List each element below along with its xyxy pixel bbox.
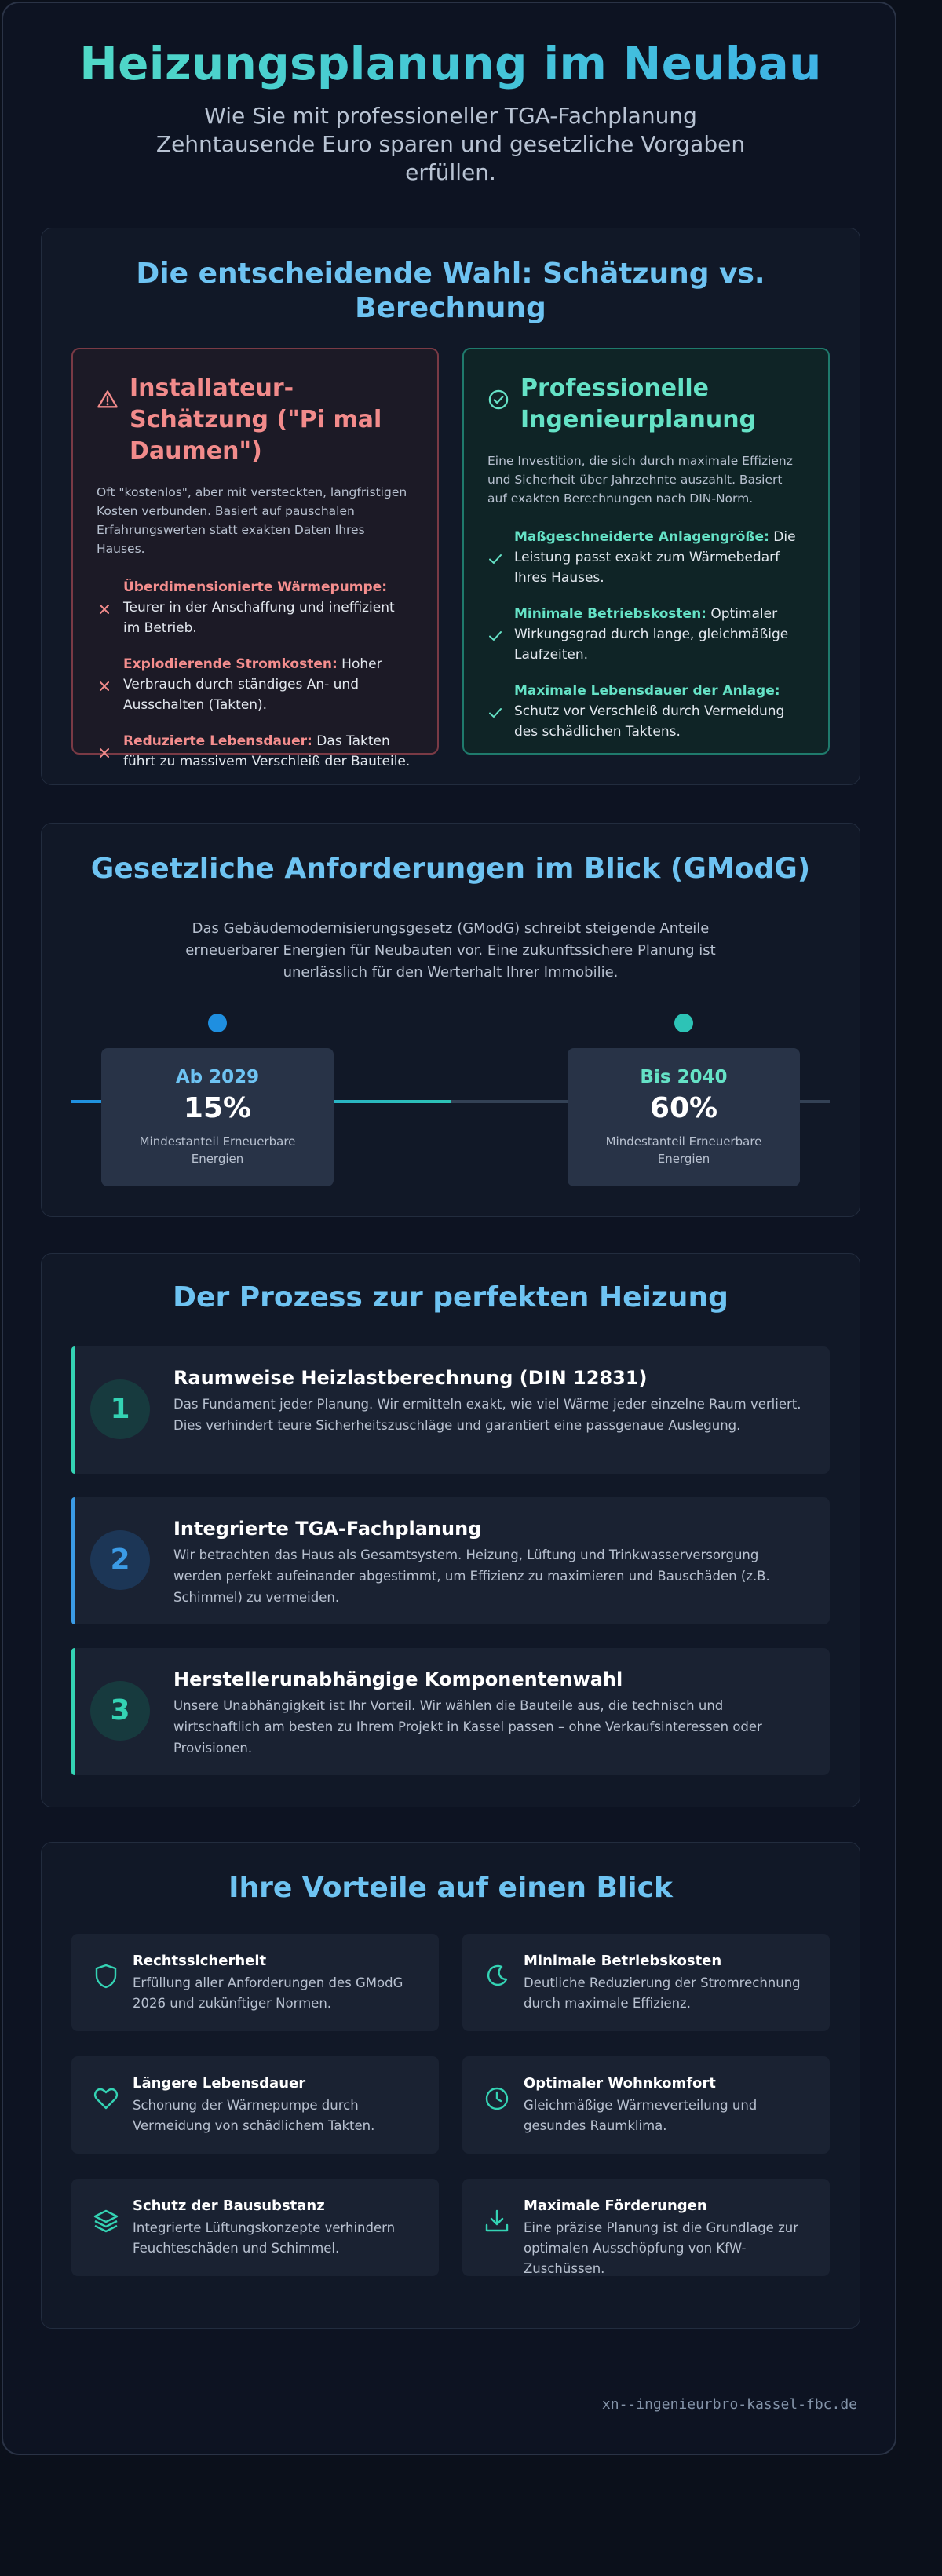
- benefit-item: Längere Lebensdauer Schonung der Wärmepum…: [71, 2056, 439, 2154]
- benefit-item: Minimale Betriebskosten Deutliche Reduzie…: [462, 1934, 830, 2031]
- shield-icon: [95, 1964, 117, 1989]
- benefit-title: Schutz der Bausubstanz: [133, 2198, 325, 2214]
- engineering-description: Eine Investition, die sich durch maximal…: [487, 454, 793, 506]
- comparison-item-text: Das Takten führt zu massivem Verschleiß …: [123, 733, 411, 769]
- check-icon: [489, 708, 502, 718]
- gmodg-intro: Das Gebäudemodernisierungsgesetz (GModG)…: [185, 920, 716, 981]
- warning-icon: [97, 390, 118, 408]
- engineering-panel: Professionelle Ingenieurplanung Eine Inv…: [462, 348, 830, 755]
- comparison-item-title: Maßgeschneiderte Anlagengröße:: [514, 529, 769, 545]
- comparison-item-text: Die Leistung passt exakt zum Wärmebedarf…: [514, 529, 796, 586]
- footer-domain: xn--ingenieurbro-kassel-fbc.de: [601, 2396, 857, 2413]
- step-text: Das Fundament jeder Planung. Wir ermitte…: [173, 1397, 801, 1433]
- timeline-dot-2040: [674, 1014, 693, 1032]
- x-icon: [100, 681, 109, 691]
- benefits-title: Ihre Vorteile auf einen Blick: [228, 1872, 673, 1904]
- estimate-heading: Installateur-Schätzung ("Pi mal Daumen"): [130, 375, 382, 465]
- page-title: Heizungsplanung im Neubau: [3, 35, 895, 93]
- infographic-frame: Heizungsplanung im Neubau Wie Sie mit pr…: [2, 2, 896, 2455]
- benefit-text: Schonung der Wärmepumpe durch Vermeidung…: [133, 2098, 375, 2133]
- comparison-item: Überdimensionierte Wärmepumpe: Teurer in…: [97, 577, 414, 638]
- comparison-item-title: Maximale Lebensdauer der Anlage:: [514, 683, 780, 699]
- engineering-heading: Professionelle Ingenieurplanung: [520, 375, 757, 433]
- milestone-value: 15%: [183, 1092, 252, 1124]
- x-icon: [100, 605, 109, 614]
- step-accent-bar: [71, 1497, 75, 1624]
- comparison-item: Explodierende Stromkosten: Hoher Verbrau…: [97, 654, 414, 715]
- moon-icon: [487, 1964, 508, 1986]
- milestone-year: Bis 2040: [640, 1067, 728, 1087]
- step-number: 3: [90, 1681, 150, 1741]
- comparison-item-title: Explodierende Stromkosten:: [123, 656, 338, 672]
- benefit-item: Optimaler Wohnkomfort Gleichmäßige Wärmev…: [462, 2056, 830, 2154]
- estimate-panel: Installateur-Schätzung ("Pi mal Daumen")…: [71, 348, 439, 769]
- benefit-text: Eine präzise Planung ist die Grundlage z…: [524, 2220, 798, 2276]
- comparison-item-text: Teurer in der Anschaffung und ineffizien…: [123, 600, 395, 636]
- process-title: Der Prozess zur perfekten Heizung: [173, 1281, 728, 1314]
- benefit-text: Integrierte Lüftungskonzepte verhindern …: [133, 2220, 396, 2256]
- benefit-item: Rechtssicherheit Erfüllung aller Anforder…: [71, 1934, 439, 2031]
- benefit-title: Längere Lebensdauer: [133, 2075, 306, 2092]
- heart-icon: [94, 2088, 118, 2110]
- comparison-item: Maßgeschneiderte Anlagengröße: Die Leist…: [487, 527, 805, 588]
- benefit-title: Rechtssicherheit: [133, 1953, 267, 1969]
- milestone-2040: Bis 2040 60% Mindestanteil Erneuerbare E…: [568, 1048, 800, 1186]
- hero: Heizungsplanung im Neubau Wie Sie mit pr…: [3, 35, 895, 187]
- check-circle-icon: [488, 389, 509, 410]
- comparison-item-title: Überdimensionierte Wärmepumpe:: [123, 579, 387, 595]
- gmodg-section: Gesetzliche Anforderungen im Blick (GMod…: [41, 823, 860, 1217]
- page-subtitle: Wie Sie mit professioneller TGA-Fachplan…: [155, 103, 746, 185]
- benefit-title: Optimaler Wohnkomfort: [524, 2075, 716, 2092]
- comparison-item-title: Reduzierte Lebensdauer:: [123, 733, 312, 749]
- comparison-item: Minimale Betriebskosten: Optimaler Wirku…: [487, 604, 805, 665]
- step-title: Herstellerunabhängige Komponentenwahl: [173, 1668, 623, 1690]
- benefit-item: Schutz der Bausubstanz Integrierte Lüftun…: [71, 2179, 439, 2276]
- engineering-list: Maßgeschneiderte Anlagengröße: Die Leist…: [487, 527, 805, 742]
- comparison-item-text: Optimaler Wirkungsgrad durch lange, glei…: [514, 606, 789, 663]
- milestone-label: Mindestanteil Erneuerbare Energien: [605, 1135, 762, 1166]
- x-icon: [100, 748, 109, 758]
- benefit-title: Minimale Betriebskosten: [524, 1953, 722, 1969]
- step-accent-bar: [71, 1648, 75, 1775]
- comparison-item-title: Minimale Betriebskosten:: [514, 606, 706, 622]
- benefit-text: Deutliche Reduzierung der Stromrechnung …: [524, 1975, 801, 2011]
- comparison-item-text: Hoher Verbrauch durch ständiges An- und …: [123, 656, 382, 713]
- step-number: 2: [90, 1530, 150, 1590]
- step-accent-bar: [71, 1346, 75, 1474]
- process-step: 2 Integrierte TGA-Fachplanung Wir betracht…: [71, 1497, 830, 1624]
- step-text: Wir betrachten das Haus als Gesamtsystem…: [173, 1547, 770, 1605]
- layers-icon: [93, 2209, 119, 2233]
- comparison-section: Die entscheidende Wahl: Schätzung vs. Be…: [41, 228, 860, 785]
- comparison-item-text: Schutz vor Verschleiß durch Vermeidung d…: [514, 703, 785, 740]
- process-step: 1 Raumweise Heizlastberechnung (DIN 12831…: [71, 1346, 830, 1474]
- step-title: Integrierte TGA-Fachplanung: [173, 1518, 482, 1540]
- clock-icon: [485, 2087, 509, 2110]
- gmodg-title: Gesetzliche Anforderungen im Blick (GMod…: [90, 853, 811, 885]
- estimate-description: Oft "kostenlos", aber mit versteckten, l…: [97, 485, 407, 556]
- check-icon: [489, 554, 502, 564]
- comparison-item: Reduzierte Lebensdauer: Das Takten führt…: [97, 731, 414, 772]
- process-section: Der Prozess zur perfekten Heizung 1 Raumw…: [41, 1253, 860, 1807]
- benefits-section: Ihre Vorteile auf einen Blick Rechtssich…: [41, 1842, 860, 2329]
- milestone-value: 60%: [649, 1092, 718, 1124]
- comparison-title: Die entscheidende Wahl: Schätzung vs. Be…: [136, 258, 765, 324]
- step-number: 1: [90, 1379, 150, 1439]
- check-icon: [489, 631, 502, 641]
- milestone-year: Ab 2029: [175, 1067, 260, 1087]
- step-title: Raumweise Heizlastberechnung (DIN 12831): [173, 1367, 648, 1389]
- milestone-label: Mindestanteil Erneuerbare Energien: [139, 1135, 296, 1166]
- process-step: 3 Herstellerunabhängige Komponentenwahl Un…: [71, 1648, 830, 1775]
- milestone-2029: Ab 2029 15% Mindestanteil Erneuerbare En…: [101, 1048, 334, 1186]
- estimate-list: Überdimensionierte Wärmepumpe: Teurer in…: [97, 577, 414, 772]
- step-text: Unsere Unabhängigkeit ist Ihr Vorteil. W…: [173, 1698, 762, 1756]
- benefit-text: Gleichmäßige Wärmeverteilung und gesunde…: [524, 2098, 758, 2133]
- timeline-dot-2029: [208, 1014, 227, 1032]
- benefit-text: Erfüllung aller Anforderungen des GModG …: [133, 1975, 403, 2011]
- comparison-item: Maximale Lebensdauer der Anlage: Schutz …: [487, 681, 805, 742]
- timeline-track: [71, 1100, 830, 1103]
- benefit-title: Maximale Förderungen: [524, 2198, 707, 2214]
- download-icon: [485, 2209, 509, 2232]
- benefit-item: Maximale Förderungen Eine präzise Planung…: [462, 2179, 830, 2276]
